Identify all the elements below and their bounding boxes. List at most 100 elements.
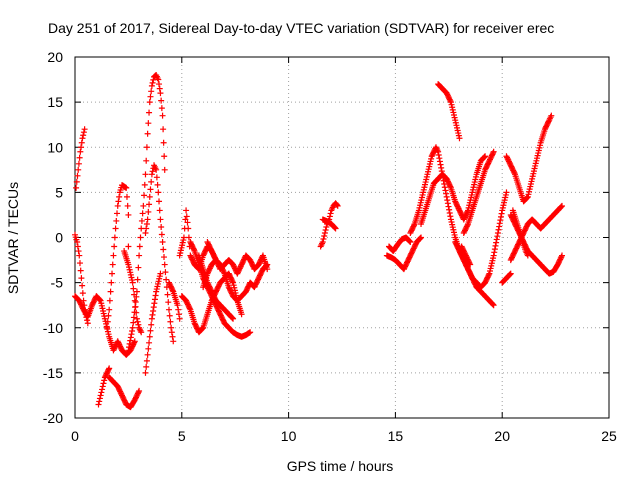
data-point <box>524 194 531 201</box>
data-point <box>99 386 106 393</box>
data-point <box>175 306 182 313</box>
data-point <box>136 243 143 250</box>
data-point <box>443 190 450 197</box>
x-tick-label: 5 <box>178 428 186 444</box>
data-point <box>161 254 167 261</box>
data-point <box>147 327 154 334</box>
data-point <box>158 223 165 230</box>
data-point <box>78 144 85 151</box>
data-point <box>168 324 175 331</box>
data-point <box>145 120 152 127</box>
data-point <box>123 193 130 200</box>
data-point <box>75 248 82 255</box>
data-point <box>161 153 168 160</box>
data-point <box>148 88 155 95</box>
data-point <box>96 395 103 402</box>
data-point <box>447 97 454 104</box>
data-point <box>494 229 501 236</box>
data-point <box>146 201 153 208</box>
data-point <box>138 329 145 336</box>
data-point <box>321 232 328 239</box>
data-point <box>319 239 326 246</box>
data-point <box>100 380 107 387</box>
data-point <box>436 155 443 162</box>
data-point <box>160 139 167 146</box>
x-tick-label: 10 <box>281 428 297 444</box>
data-point <box>78 275 85 282</box>
grid <box>75 57 609 418</box>
data-point <box>115 198 122 205</box>
data-point <box>109 261 116 268</box>
data-point <box>109 270 116 277</box>
data-point <box>156 81 163 88</box>
data-point <box>446 210 453 217</box>
data-point <box>153 166 160 173</box>
data-point <box>108 279 115 286</box>
data-point <box>79 135 86 142</box>
data-point <box>406 237 413 244</box>
data-point <box>143 225 150 232</box>
data-point <box>442 187 449 194</box>
x-axis-label: GPS time / hours <box>287 458 394 474</box>
data-point <box>498 210 505 217</box>
data-point <box>74 243 81 250</box>
data-point <box>105 312 112 319</box>
data-point <box>485 271 492 278</box>
data-point <box>320 236 327 243</box>
data-point <box>144 351 151 358</box>
data-point <box>101 377 108 384</box>
data-point <box>220 269 227 276</box>
data-point <box>147 93 154 100</box>
data-point <box>407 239 414 246</box>
data-point <box>497 213 504 220</box>
data-point <box>123 184 130 191</box>
data-point <box>198 326 205 333</box>
data-point <box>332 225 339 232</box>
data-point <box>156 198 163 205</box>
data-point <box>76 252 83 259</box>
data-point <box>481 153 488 160</box>
data-point <box>124 202 131 209</box>
data-point <box>135 264 142 271</box>
data-point <box>104 318 111 325</box>
data-point <box>493 236 500 243</box>
data-point <box>106 365 113 372</box>
data-point <box>497 217 504 224</box>
data-point <box>76 260 83 267</box>
data-point <box>130 314 137 321</box>
y-tick-label: -20 <box>43 410 63 426</box>
y-axis-label: SDTVAR / TECUs <box>5 182 21 294</box>
data-point <box>131 309 138 316</box>
data-point <box>185 234 192 241</box>
data-point <box>334 202 341 209</box>
data-point <box>133 288 140 295</box>
data-point <box>495 226 502 233</box>
y-tick-label: 5 <box>55 184 63 200</box>
x-tick-label: 25 <box>601 428 617 444</box>
data-point <box>140 202 147 209</box>
data-point <box>142 229 149 236</box>
data-point <box>496 223 503 230</box>
data-point <box>490 148 497 155</box>
data-point <box>490 301 497 308</box>
data-point <box>182 216 189 223</box>
data-point <box>114 210 121 217</box>
data-point <box>135 321 142 328</box>
data-point <box>411 222 418 229</box>
y-tick-label: 15 <box>47 94 63 110</box>
data-point <box>230 315 237 322</box>
data-point <box>443 193 450 200</box>
data-point <box>125 211 132 218</box>
data-point <box>435 148 442 155</box>
data-point <box>418 234 425 241</box>
data-point <box>165 306 172 313</box>
data-point <box>143 144 150 151</box>
data-point <box>557 204 564 211</box>
data-point <box>136 252 143 259</box>
tick-labels: 0 5 10 15 20 25 -20 -15 -10 -5 0 5 10 15 20 <box>43 49 617 444</box>
data-point <box>133 293 140 300</box>
data-point <box>416 235 423 242</box>
data-point <box>73 184 80 191</box>
data-point <box>331 224 338 231</box>
